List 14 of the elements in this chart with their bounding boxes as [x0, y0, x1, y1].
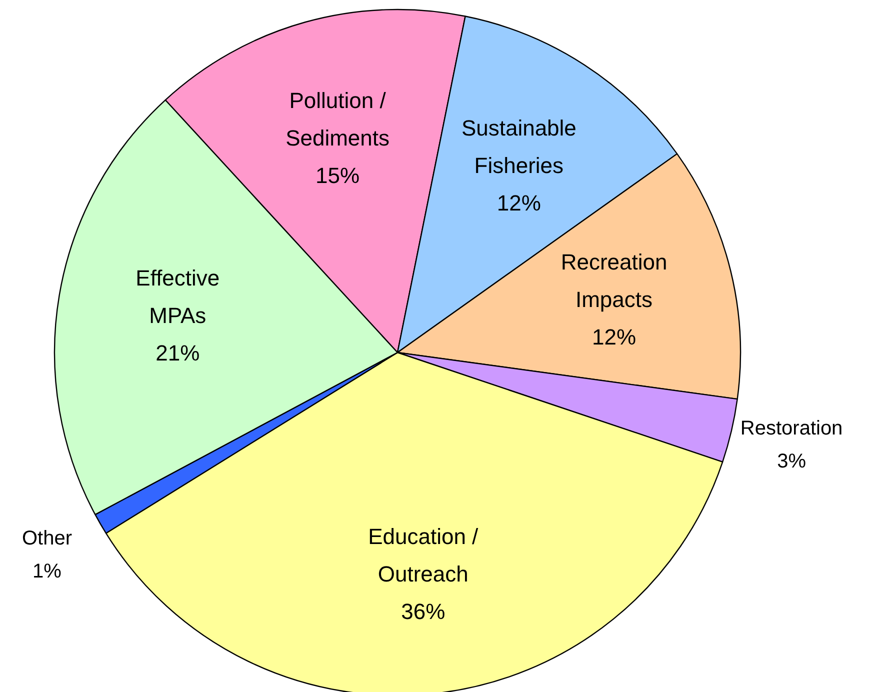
data-label: 1% [32, 560, 62, 582]
data-label: 12% [592, 324, 636, 350]
data-label: 15% [316, 162, 360, 188]
slice-label: Recreation Impacts [560, 249, 668, 312]
data-label: 12% [496, 190, 541, 216]
slice-label: Other [22, 527, 72, 550]
slice-label: Education / Outreach [368, 524, 480, 586]
data-label: 36% [401, 598, 446, 624]
slice-label: Sustainable Fisheries [461, 116, 576, 178]
slice-label: Effective MPAs [136, 265, 220, 328]
slice-label: Pollution / Sediments [286, 88, 390, 150]
data-label: 3% [777, 450, 806, 472]
slice-label: Restoration [740, 417, 843, 440]
data-label: 21% [156, 340, 200, 366]
